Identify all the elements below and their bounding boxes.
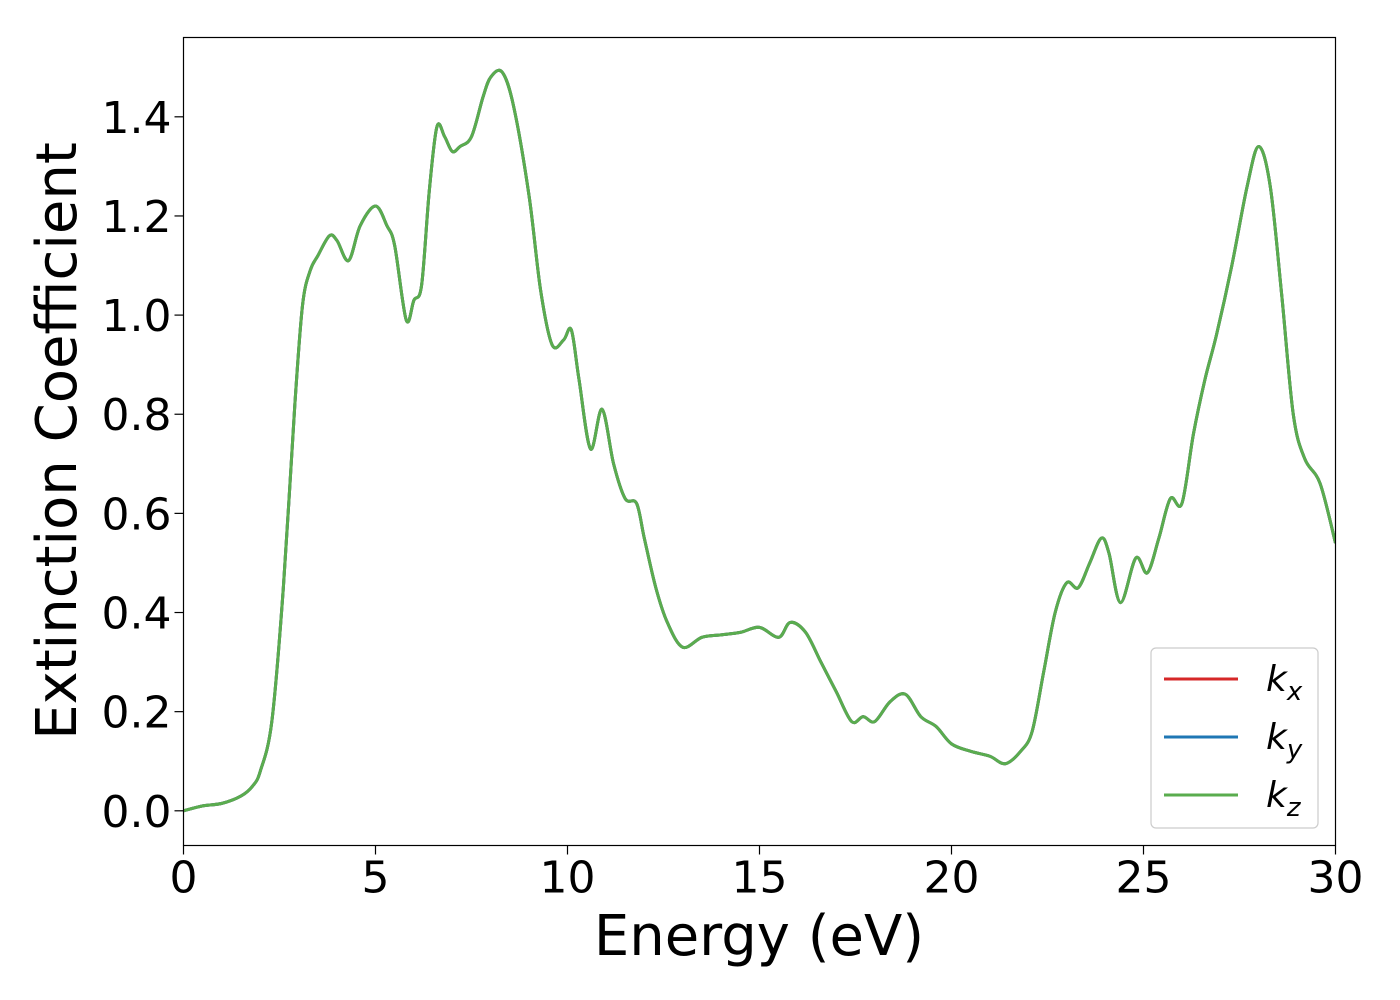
legend-label-sub: z [1286, 793, 1302, 823]
y-axis: 0.0 0.2 0.4 0.6 0.8 1.0 1.2 1.4 [102, 93, 184, 838]
y-tick-label: 1.4 [102, 93, 172, 144]
axes-frame [182, 36, 1337, 847]
legend-label-main: k [1266, 659, 1289, 700]
y-axis-label: Extinction Coefficient [25, 142, 90, 740]
legend-label-y: ky [1266, 717, 1303, 765]
plot-area [183, 68, 1336, 813]
x-tick-label: 10 [540, 853, 596, 904]
legend-label-sub: x [1286, 677, 1303, 707]
legend-label-x: kx [1266, 659, 1303, 707]
x-axis-label: Energy (eV) [594, 904, 924, 969]
x-tick-label: 15 [732, 853, 788, 904]
legend-label-main: k [1266, 775, 1289, 816]
legend-label-sub: y [1286, 735, 1303, 765]
legend-label-main: k [1266, 717, 1289, 758]
y-tick-label: 1.0 [102, 291, 172, 342]
y-tick-label: 0.8 [102, 390, 172, 441]
x-tick-label: 30 [1308, 853, 1364, 904]
y-tick-label: 0.6 [102, 489, 172, 540]
x-tick-label: 0 [170, 853, 198, 904]
series-line-k-z [183, 68, 1336, 813]
x-tick-label: 20 [924, 853, 980, 904]
legend-label-z: kz [1266, 775, 1302, 823]
y-tick-label: 1.2 [102, 192, 172, 243]
y-tick-label: 0.4 [102, 589, 172, 640]
x-tick-label: 25 [1116, 853, 1172, 904]
y-tick-label: 0.2 [102, 688, 172, 739]
x-tick-label: 5 [362, 853, 390, 904]
x-axis: 0 5 10 15 20 25 30 [170, 845, 1364, 904]
y-tick-label: 0.0 [102, 787, 172, 838]
